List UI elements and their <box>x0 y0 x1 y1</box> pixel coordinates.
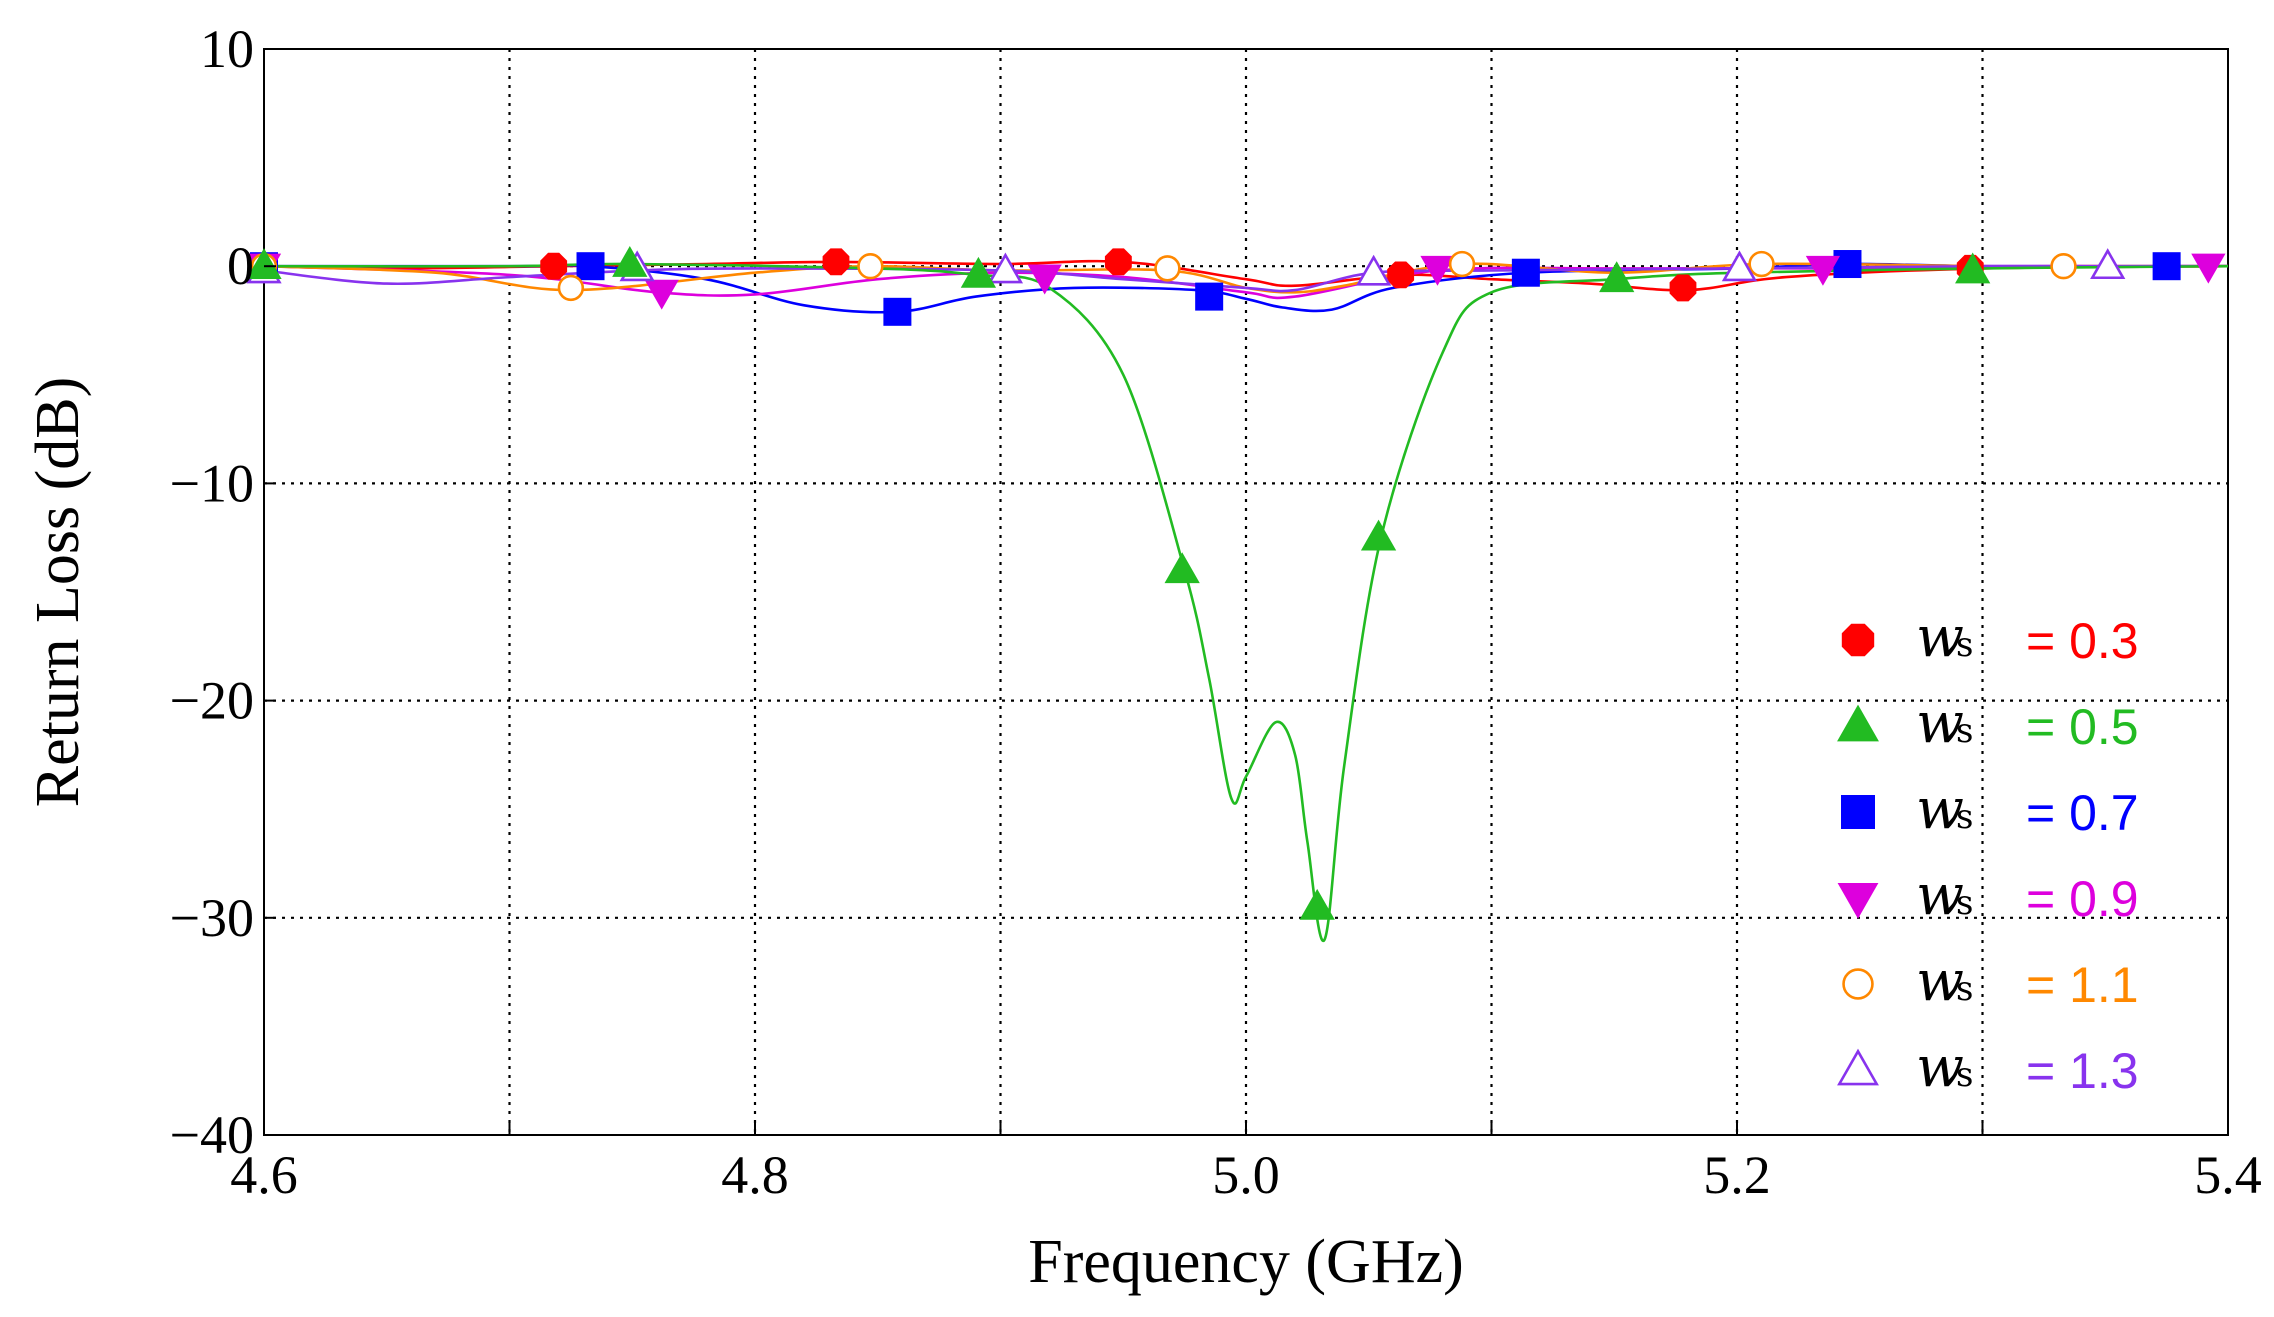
legend-entry: ws = 0.7 <box>1841 777 2139 842</box>
legend-value: = 0.5 <box>2026 699 2139 755</box>
legend-value: = 1.1 <box>2026 957 2139 1013</box>
y-tick-label: −30 <box>170 888 254 948</box>
data-point-marker <box>644 279 679 310</box>
data-point-marker <box>576 252 605 281</box>
data-point-marker <box>1387 261 1415 289</box>
legend-entry: ws = 0.3 <box>1841 605 2139 670</box>
legend-value: = 1.3 <box>2026 1043 2139 1099</box>
data-point-marker <box>1356 254 1392 286</box>
legend-symbol: w <box>1916 605 1964 670</box>
series-markers <box>246 246 2226 920</box>
x-tick-label: 5.2 <box>1703 1145 1771 1205</box>
x-axis-title: Frequency (GHz) <box>1028 1228 1464 1296</box>
data-point-marker <box>612 246 648 277</box>
data-point-marker <box>1511 258 1540 287</box>
data-point-marker <box>1805 255 1841 286</box>
legend-subscript: s <box>1956 969 1973 1009</box>
y-tick-label: −10 <box>170 453 254 513</box>
data-point-marker <box>883 297 912 326</box>
legend-symbol: w <box>1916 863 1964 928</box>
data-point-marker <box>2050 253 2077 280</box>
data-point-marker <box>1195 282 1224 311</box>
legend-subscript: s <box>1956 1055 1973 1095</box>
legend-marker <box>1837 704 1879 742</box>
data-point-marker <box>557 274 585 302</box>
legend-subscript: s <box>1956 797 1973 837</box>
data-point-marker <box>822 248 850 276</box>
legend-value: = 0.7 <box>2026 785 2139 841</box>
y-tick-label: 0 <box>227 236 254 296</box>
series-line-ws-0.5 <box>263 262 2229 943</box>
data-point-marker <box>1104 248 1132 276</box>
legend-marker <box>1841 623 1875 657</box>
legend-marker <box>1837 1048 1879 1086</box>
legend-value: = 0.9 <box>2026 871 2139 927</box>
legend-entry: ws = 1.3 <box>1837 1035 2139 1100</box>
legend-marker <box>1841 795 1875 829</box>
data-point-marker <box>1154 255 1181 282</box>
legend-subscript: s <box>1956 883 1973 923</box>
legend-subscript: s <box>1956 625 1973 665</box>
data-point-marker <box>1420 255 1455 286</box>
legend-entry: ws = 0.9 <box>1837 863 2139 928</box>
data-point-marker <box>1599 261 1635 293</box>
y-tick-label: −20 <box>170 671 254 731</box>
x-tick-label: 4.6 <box>230 1145 298 1205</box>
data-point-marker <box>1164 552 1200 584</box>
data-point-marker <box>1448 250 1476 278</box>
legend-marker <box>1837 882 1879 919</box>
data-point-marker <box>987 252 1024 284</box>
data-point-marker <box>1748 250 1775 278</box>
data-point-marker <box>1360 519 1397 551</box>
data-point-marker <box>2152 252 2181 281</box>
x-tick-label: 5.4 <box>2194 1145 2262 1205</box>
y-tick-label: 10 <box>200 19 254 79</box>
legend-symbol: w <box>1916 691 1964 756</box>
legend-entry: ws = 1.1 <box>1842 949 2139 1014</box>
data-point-marker <box>960 256 997 288</box>
data-point-marker <box>1299 888 1335 920</box>
data-point-marker <box>2191 253 2226 284</box>
x-tick-label: 4.8 <box>721 1145 789 1205</box>
legend-subscript: s <box>1956 711 1973 751</box>
data-point-marker <box>1955 252 1991 284</box>
data-point-marker <box>857 253 884 280</box>
data-point-marker <box>1833 250 1862 279</box>
data-point-marker <box>540 252 568 280</box>
legend-value: = 0.3 <box>2026 613 2139 669</box>
legend-marker <box>1842 968 1874 1000</box>
data-point-marker <box>2090 248 2126 280</box>
legend: ws = 0.3ws = 0.5ws = 0.7ws = 0.9ws = 1.1ws = 1… <box>1837 605 2139 1100</box>
data-point-marker <box>1027 264 1062 295</box>
y-tick-label: −40 <box>170 1105 254 1165</box>
legend-entry: ws = 0.5 <box>1837 691 2139 756</box>
grid <box>264 49 2228 1135</box>
legend-symbol: w <box>1916 777 1964 842</box>
legend-symbol: w <box>1916 949 1964 1014</box>
data-point-marker <box>1669 274 1697 302</box>
data-point-marker <box>1721 250 1758 282</box>
tick-labels: 4.6 4.8 5.0 5.2 5.4 10 0 −10 −20 −30 −40 <box>170 19 2262 1205</box>
x-tick-label: 5.0 <box>1212 1145 1280 1205</box>
data-point-marker <box>246 248 282 280</box>
y-axis-title: Return Loss (dB) <box>24 377 92 808</box>
legend-symbol: w <box>1916 1035 1964 1100</box>
